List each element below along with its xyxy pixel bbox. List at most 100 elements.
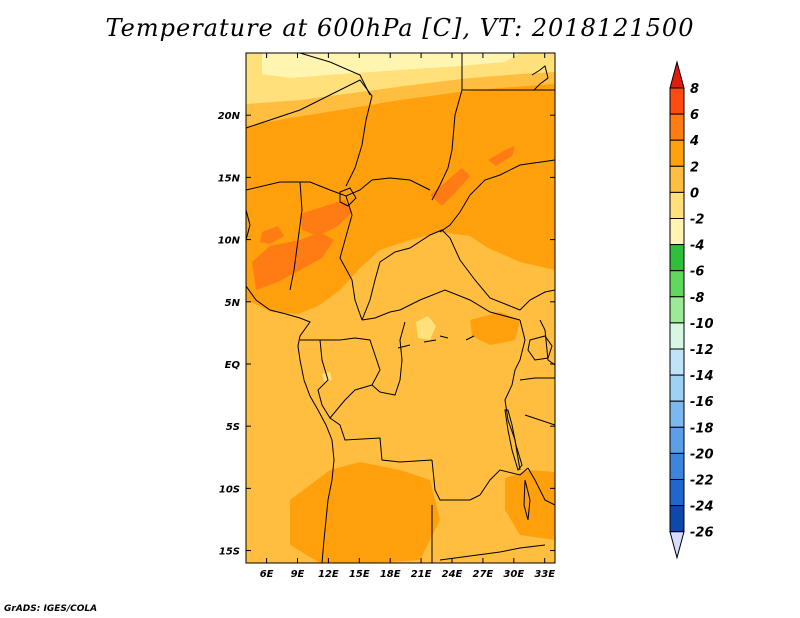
colorbar-swatch <box>669 348 685 376</box>
colorbar-level-label: -2 <box>690 213 704 228</box>
y-tick-label: 10S <box>219 484 240 495</box>
border-niger-chad <box>431 89 463 201</box>
border-east-lakes <box>519 377 555 381</box>
patch-4-6-west <box>252 232 334 290</box>
border-tanzania <box>524 414 555 426</box>
border-drc-zambia <box>479 467 529 496</box>
border-car-chad <box>361 229 521 321</box>
map-frame <box>245 52 556 564</box>
grads-credit: GrADS: IGES/COLA <box>4 604 98 614</box>
border-cameroon-car <box>361 289 521 321</box>
border-nigeria-cameroon <box>339 195 363 321</box>
colorbar-level-label: -6 <box>690 265 704 280</box>
coast-west <box>246 209 251 241</box>
border-drc-angola-north <box>329 417 433 463</box>
x-tick-label: 30E <box>503 569 524 580</box>
x-tick-label: 24E <box>442 569 463 580</box>
border-cameroon-gabon <box>300 337 381 386</box>
river-congo-islands <box>397 335 475 349</box>
y-axis-ticks: 20N 15N 10N 5N EQ 5S 10S 15S <box>218 111 555 558</box>
x-tick-label: 15E <box>349 569 370 580</box>
colorbar-swatch <box>669 218 685 246</box>
colorbar-swatch <box>669 165 685 193</box>
border-car-sudan <box>519 289 555 311</box>
colorbar-swatch <box>669 244 685 272</box>
colorbar-swatch <box>669 505 685 533</box>
border-mali-niger <box>246 79 373 187</box>
y-tick-label: 15N <box>218 173 241 184</box>
y-tick-label: 5S <box>226 422 240 433</box>
colorbar-swatch <box>669 374 685 402</box>
coast-northeast <box>531 65 549 91</box>
temperature-field <box>246 53 555 563</box>
colorbar-swatch <box>669 270 685 298</box>
x-tick-label: 33E <box>534 569 555 580</box>
colorbar-bottom-arrow <box>669 531 685 560</box>
colorbar-level-label: -12 <box>690 343 714 358</box>
colorbar-top-arrow <box>669 60 685 89</box>
border-gabon-congo <box>317 339 373 419</box>
border-congo-drc <box>371 321 406 396</box>
x-tick-label: 9E <box>291 569 305 580</box>
colorbar-level-label: 2 <box>690 160 699 175</box>
lake-tanganyika <box>504 409 523 472</box>
lake-victoria <box>527 335 553 361</box>
colorbar-level-label: -20 <box>690 447 714 462</box>
country-borders <box>246 53 555 563</box>
colorbar-swatch <box>669 479 685 507</box>
patch-4-6-nw <box>260 226 284 244</box>
y-tick-label: 5N <box>225 298 241 309</box>
colorbar-swatch <box>669 191 685 219</box>
border-drc-angola-east <box>431 459 481 501</box>
colorbar-level-label: -22 <box>690 474 714 489</box>
colorbar-swatch <box>669 139 685 167</box>
patch-2-4-congo <box>470 312 520 345</box>
colorbar-level-label: -14 <box>690 369 714 384</box>
x-tick-label: 12E <box>318 569 339 580</box>
map-title: Temperature at 600hPa [C], VT: 201812150… <box>105 14 695 42</box>
colorbar-level-label: 8 <box>690 82 699 97</box>
patch-4-6-east <box>430 168 470 206</box>
colorbar-swatch <box>669 296 685 324</box>
border-zambia-south <box>439 544 546 561</box>
colorbar-swatch <box>669 322 685 350</box>
patch-4-6-ne <box>488 146 515 166</box>
y-tick-label: 10N <box>218 236 241 247</box>
border-drc-east <box>504 319 526 471</box>
colorbar-level-label: -4 <box>690 239 704 254</box>
colorbar-swatch <box>669 400 685 428</box>
colorbar-level-label: 4 <box>689 134 699 149</box>
colorbar-level-label: -26 <box>690 526 714 541</box>
colorbar-level-label: -24 <box>690 500 714 515</box>
colorbar-level-label: -10 <box>690 317 714 332</box>
band-minus4-minus2-north <box>262 53 520 78</box>
y-tick-label: 15S <box>219 547 240 558</box>
colorbar-level-label: -8 <box>690 291 704 306</box>
coast-gulf-guinea <box>246 285 335 563</box>
colorbar-level-label: -18 <box>690 421 714 436</box>
pocket-minus2-0-centre <box>416 316 436 340</box>
colorbar-level-label: -16 <box>690 395 714 410</box>
border-algeria-niger <box>299 53 371 96</box>
x-tick-label: 21E <box>411 569 432 580</box>
border-chad-sudan <box>439 159 555 233</box>
colorbar-level-label: 6 <box>690 108 699 123</box>
x-tick-label: 6E <box>260 569 274 580</box>
border-uganda-kenya <box>539 319 555 366</box>
x-tick-label: 18E <box>380 569 401 580</box>
border-zambia-east <box>527 467 555 506</box>
border-benin-nigeria <box>289 181 303 291</box>
x-axis-ticks: 6E 9E 12E 15E 18E 21E 24E 27E 30E 33E <box>260 53 555 580</box>
colorbar-swatch <box>669 113 685 141</box>
lake-chad <box>339 187 357 207</box>
colorbar-level-label: 0 <box>690 186 699 201</box>
colorbar-swatch <box>669 426 685 454</box>
patch-2-4-sw <box>290 462 440 563</box>
x-tick-label: 27E <box>473 569 494 580</box>
colorbar: 8 6 4 2 0 -2 -4 -6 -8 -10 -12 -14 -16 -18 -20 -22 -24 -26 <box>669 60 714 560</box>
y-tick-label: EQ <box>225 360 241 371</box>
lake-malawi <box>523 479 531 521</box>
colorbar-swatch <box>669 452 685 480</box>
patch-4-6-centre <box>300 200 352 236</box>
